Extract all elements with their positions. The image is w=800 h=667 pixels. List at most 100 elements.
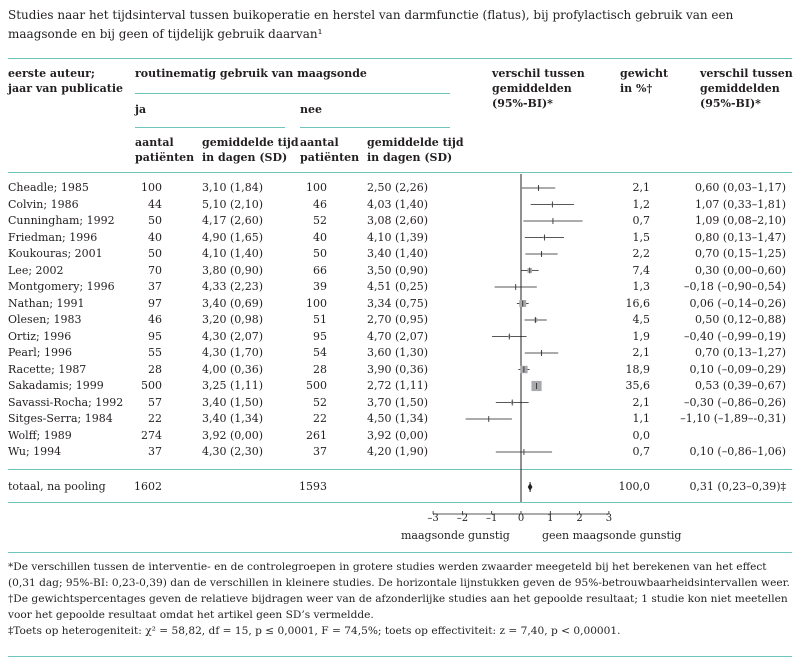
footnote-rule [8,552,792,553]
row-study: Ortiz; 1996 [8,329,72,343]
top-rule [8,58,792,59]
row-weight: 1,1 [632,412,651,425]
row-study: Colvin; 1986 [8,197,79,211]
row-ja-n: 40 [148,230,162,244]
row-weight: 16,6 [625,296,651,310]
nee-subrule [300,127,450,128]
header-ja-n: aantal patiënten [135,136,195,164]
row-ci: –0,40 (–0,99–0,19) [683,329,786,343]
row-ja-n: 37 [148,280,162,293]
row-ci: 0,80 (0,13–1,47) [694,230,786,244]
axis-tick-label: 0 [518,513,524,524]
row-nee-n: 52 [313,214,327,227]
header-nee: nee [300,103,322,116]
row-nee-mean: 3,34 (0,75) [367,296,429,310]
row-ja-mean: 3,40 (1,50) [202,395,264,409]
row-ja-mean: 4,30 (2,30) [202,445,264,458]
row-ja-mean: 3,92 (0,00) [202,428,264,442]
row-study: Pearl; 1996 [8,346,72,359]
row-nee-n: 95 [313,329,327,343]
row-weight: 4,5 [632,313,651,326]
row-nee-n: 66 [313,263,327,277]
row-study: Montgomery; 1996 [8,280,115,293]
row-study: Friedman; 1996 [8,230,98,244]
row-ja-mean: 3,80 (0,90) [202,263,264,277]
row-ci: 0,06 (–0,14–0,26) [689,296,786,310]
row-ci: 1,07 (0,33–1,81) [694,197,786,211]
header-diff-plot: verschil tussen gemiddelden (95%-BI)* [492,67,585,110]
row-ja-mean: 4,00 (0,36) [202,362,264,376]
header-diff-ci: verschil tussen gemiddelden (95%-BI)* [700,67,793,110]
row-nee-n: 22 [313,412,327,425]
row-weight: 18,9 [625,362,651,376]
row-ja-mean: 4,30 (1,70) [202,346,264,359]
row-weight: 0,7 [632,445,651,458]
row-ja-mean: 3,40 (0,69) [202,296,264,310]
row-nee-mean: 4,70 (2,07) [367,329,429,343]
axis-tick-label: –2 [457,513,468,524]
row-nee-mean: 3,90 (0,36) [367,362,429,376]
row-weight: 1,5 [632,230,651,244]
row-ja-mean: 3,40 (1,34) [202,412,264,425]
bottom-rule [8,656,792,657]
row-nee-n: 40 [313,230,327,244]
row-ja-mean: 4,33 (2,23) [202,280,264,293]
row-weight: 2,2 [632,247,651,260]
row-nee-n: 100 [306,181,327,194]
row-ja-mean: 3,25 (1,11) [202,379,264,392]
row-ja-n: 500 [141,379,162,392]
row-ja-mean: 3,10 (1,84) [202,181,264,194]
header-author: eerste auteur; jaar van publicatie [8,67,124,95]
row-ci: –1,10 (–1,89–-0,31) [680,412,786,425]
axis-tick-label: 3 [606,513,612,524]
row-nee-n: 51 [313,313,327,326]
row-study: Koukouras; 2001 [8,247,103,260]
row-ja-n: 55 [148,346,162,359]
row-nee-mean: 4,50 (1,34) [367,412,429,425]
header-ja: ja [135,103,147,116]
row-nee-n: 28 [313,362,327,376]
total-top-rule [8,469,792,470]
row-nee-n: 261 [306,428,327,442]
total-ja-n: 1602 [134,480,162,493]
row-ja-mean: 4,10 (1,40) [202,247,264,260]
footnote-2: †De gewichtspercentages geven de relatie… [8,593,788,621]
row-ci: 0,50 (0,12–0,88) [694,313,786,326]
row-weight: 1,2 [632,197,651,211]
footnote-3: ‡Toets op heterogeniteit: χ² = 58,82, df… [8,625,621,637]
row-nee-n: 46 [313,197,327,211]
total-bottom-rule [8,502,792,503]
row-ja-n: 100 [141,181,162,194]
row-ci: –0,18 (–0,90–0,54) [683,280,786,293]
row-ci: –0,30 (–0,86–0,26) [683,395,786,409]
row-ja-n: 97 [148,296,162,310]
axis-label-right: geen maagsonde gunstig [542,529,682,542]
row-weight: 1,9 [632,329,651,343]
row-ja-n: 274 [141,428,162,442]
row-nee-mean: 3,50 (0,90) [367,263,429,277]
row-ci: 0,70 (0,13–1,27) [694,346,786,359]
row-nee-n: 500 [306,379,327,392]
row-nee-mean: 2,72 (1,11) [367,379,429,392]
row-ja-mean: 4,17 (2,60) [202,214,264,227]
total-nee-n: 1593 [299,480,327,493]
row-nee-n: 39 [313,280,327,293]
row-nee-mean: 3,08 (2,60) [367,214,429,227]
row-nee-mean: 2,50 (2,26) [367,181,429,194]
row-ja-n: 57 [148,395,162,409]
header-bottom-rule [8,172,792,173]
row-ja-mean: 4,90 (1,65) [202,230,264,244]
total-label: totaal, na pooling [8,480,106,493]
row-nee-mean: 4,10 (1,39) [367,230,429,244]
row-study: Cheadle; 1985 [8,181,89,194]
row-ja-n: 50 [148,247,162,260]
row-nee-n: 52 [313,395,327,409]
row-nee-mean: 2,70 (0,95) [367,313,429,326]
axis-tick-label: 2 [576,513,582,524]
axis-tick-label: 1 [547,513,553,524]
row-nee-mean: 3,60 (1,30) [367,346,429,359]
row-study: Wu; 1994 [8,445,62,458]
footnote-1: *De verschillen tussen de interventie- e… [8,561,790,589]
row-ci: 0,10 (–0,86–1,06) [689,445,786,458]
